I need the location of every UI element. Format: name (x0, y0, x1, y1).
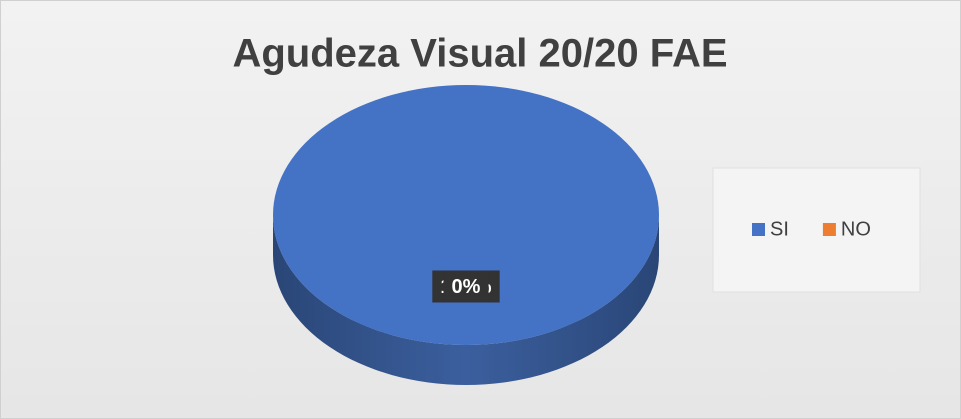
data-label: 0% (452, 276, 481, 298)
legend-swatch (822, 223, 836, 236)
data-label-box (443, 270, 489, 303)
legend-swatch (752, 223, 765, 236)
legend-label: NO (841, 218, 871, 240)
legend-box (712, 167, 921, 293)
legend-label: SI (770, 218, 789, 240)
chart-title: Agudeza Visual 20/20 FAE (232, 32, 727, 76)
pie-side (273, 215, 659, 385)
pie-slice (273, 85, 659, 345)
